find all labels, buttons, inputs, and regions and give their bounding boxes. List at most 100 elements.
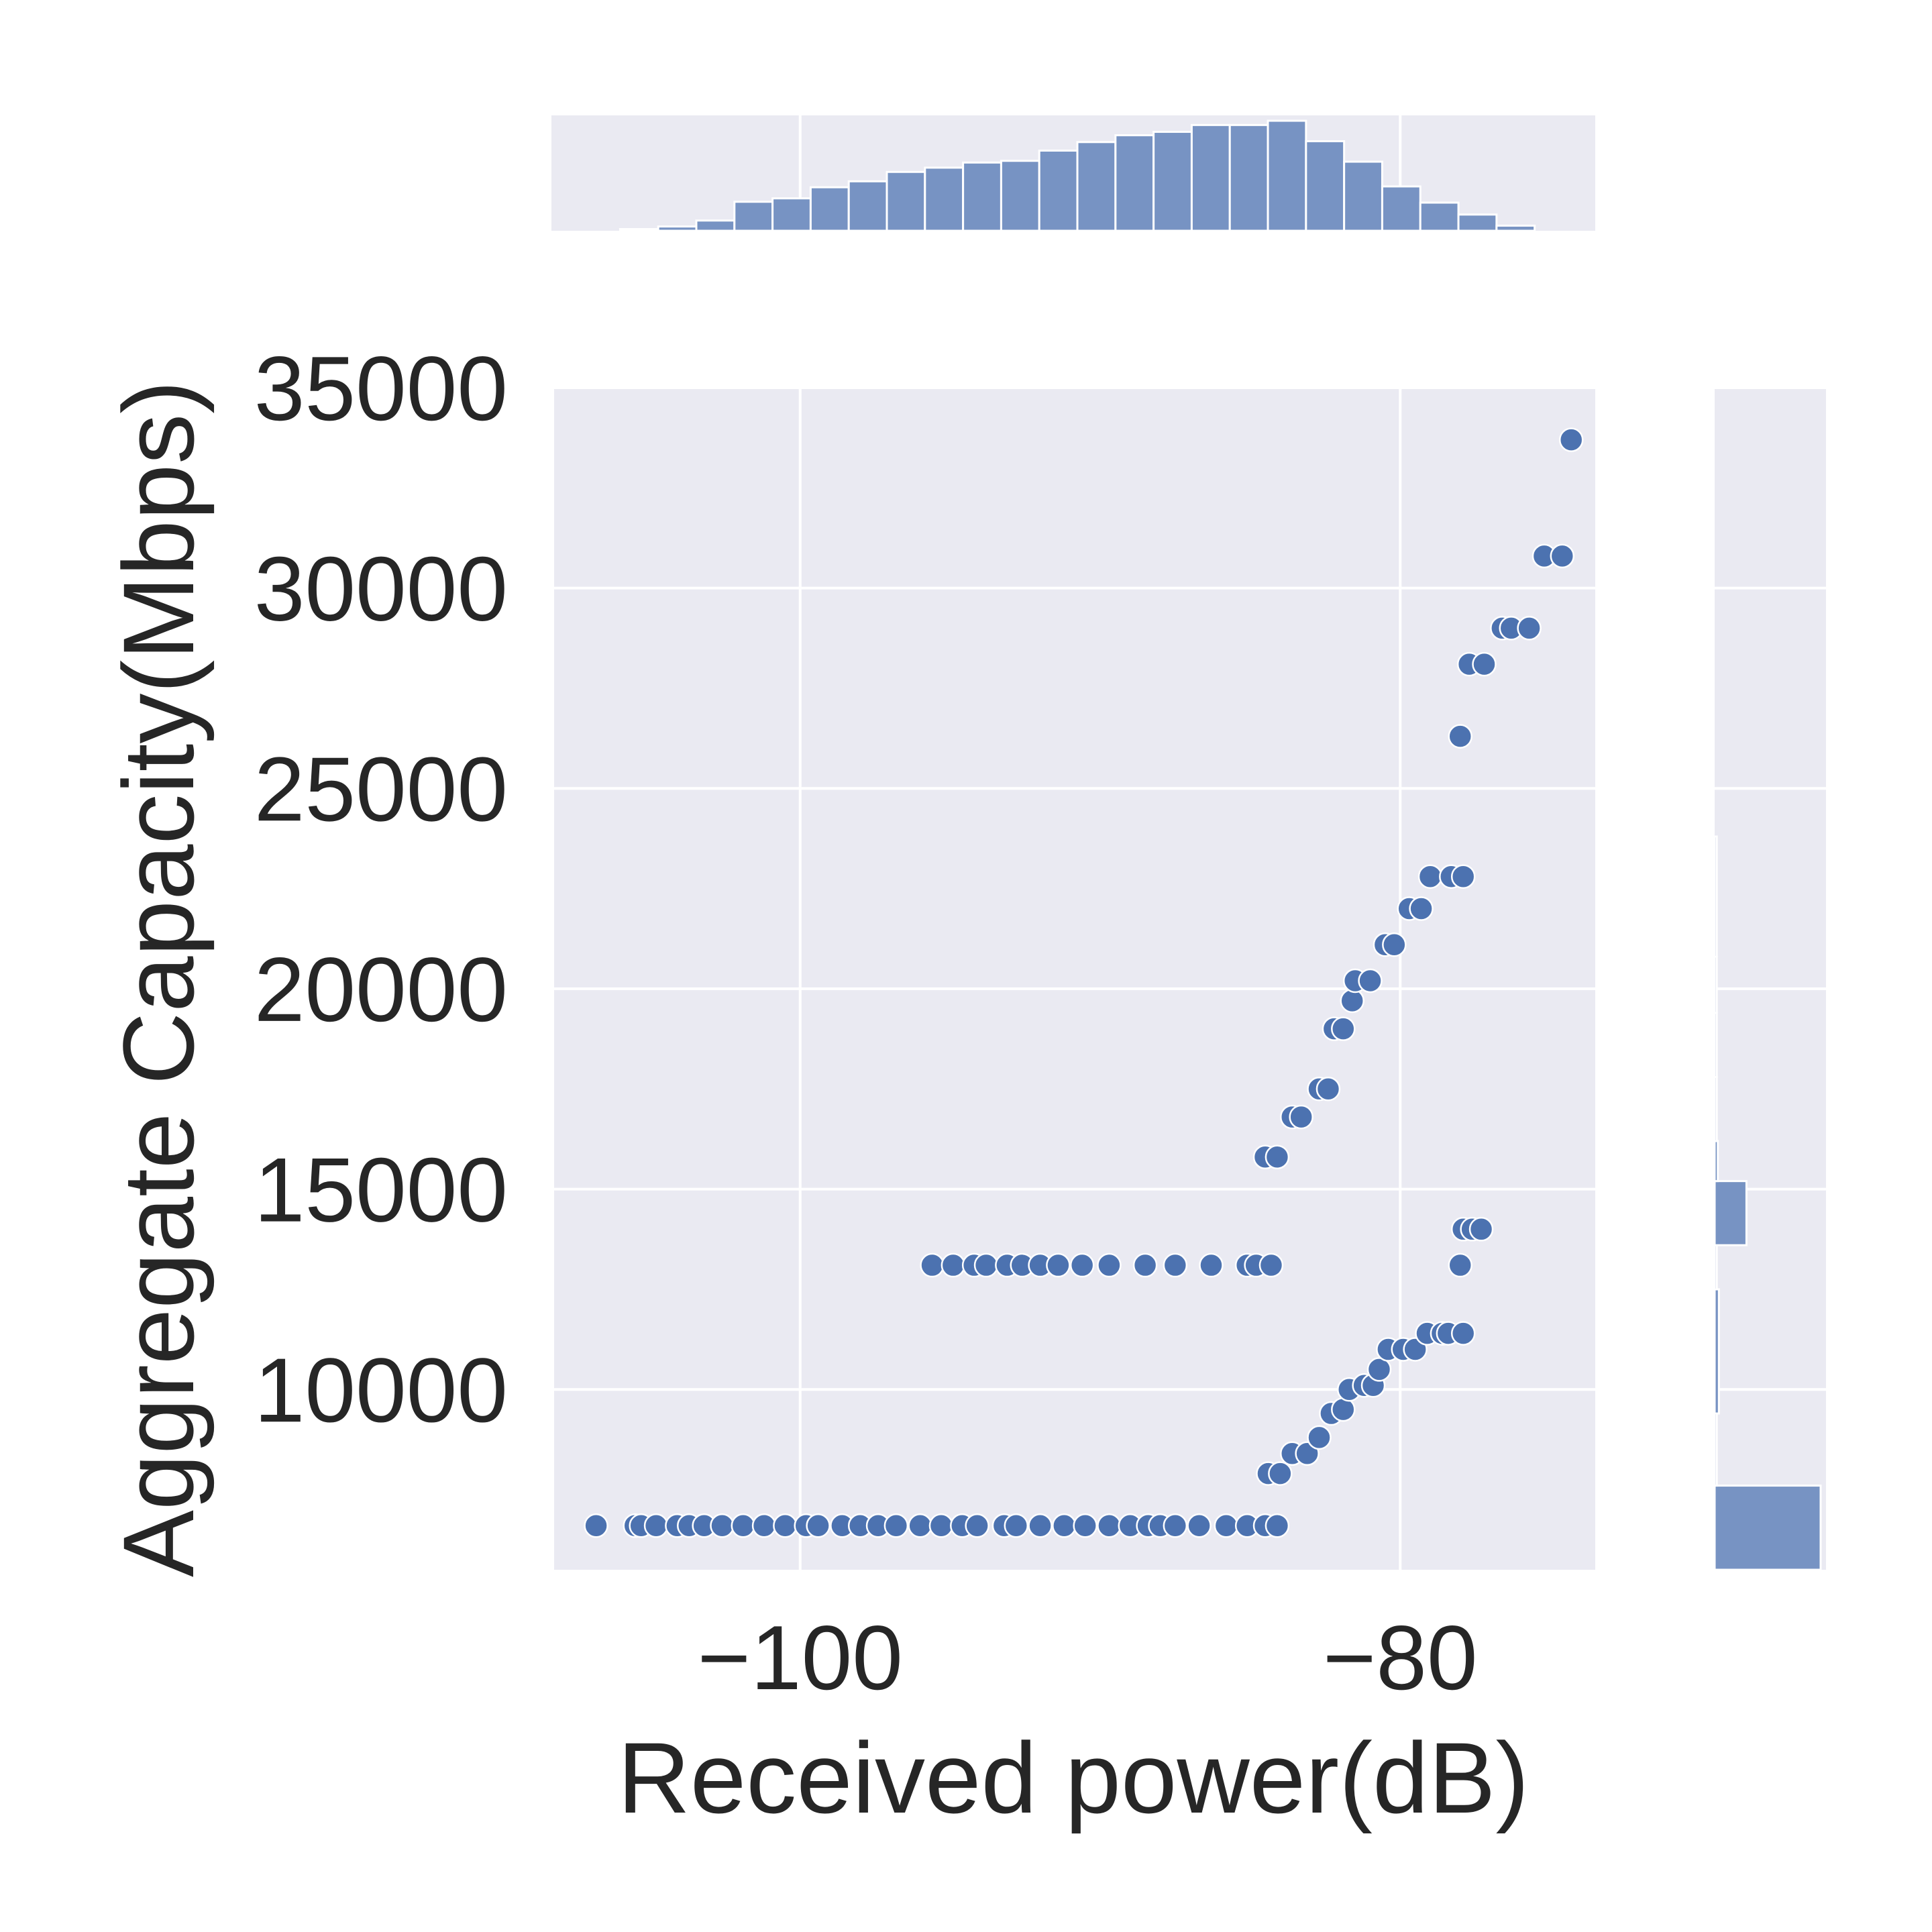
right-histogram-bar bbox=[1713, 1075, 1718, 1142]
scatter-point bbox=[1268, 1461, 1293, 1486]
top-histogram-bar bbox=[1190, 123, 1231, 232]
top-histogram-bar bbox=[1495, 224, 1536, 232]
scatter-point bbox=[1331, 1016, 1356, 1041]
scatter-point bbox=[920, 1252, 945, 1278]
y-tick-label: 20000 bbox=[254, 938, 508, 1040]
right-histogram-bar bbox=[1713, 1180, 1748, 1246]
scatter-point bbox=[1163, 1252, 1188, 1278]
scatter-point bbox=[1097, 1252, 1122, 1278]
top-histogram-bar bbox=[1305, 140, 1346, 232]
right-marginal-histogram bbox=[1713, 386, 1826, 1571]
scatter-point bbox=[1316, 1077, 1341, 1102]
top-histogram-bar bbox=[771, 197, 812, 232]
top-histogram-bar bbox=[885, 170, 926, 232]
scatter-point bbox=[973, 1252, 999, 1278]
right-histogram-bar bbox=[1713, 835, 1718, 958]
scatter-point bbox=[1265, 1144, 1290, 1170]
scatter-point bbox=[1468, 1217, 1494, 1242]
top-histogram-bar bbox=[619, 227, 659, 232]
top-histogram-bar bbox=[733, 201, 774, 232]
scatter-point bbox=[1450, 864, 1476, 889]
x-tick-labels: −100 −80 bbox=[698, 1607, 1478, 1709]
scatter-gridlines bbox=[554, 386, 1595, 1570]
scatter-point bbox=[883, 1513, 909, 1538]
scatter-point bbox=[1417, 864, 1443, 889]
scatter-point bbox=[1550, 543, 1575, 569]
scatter-point bbox=[965, 1513, 989, 1538]
x-tick-label: −80 bbox=[1323, 1607, 1478, 1709]
scatter-point bbox=[1265, 1513, 1290, 1538]
scatter-point bbox=[1289, 1104, 1313, 1130]
right-histogram-bar bbox=[1713, 1412, 1718, 1487]
scatter-point bbox=[1214, 1513, 1239, 1538]
top-marginal-bars bbox=[619, 119, 1536, 232]
top-histogram-bar bbox=[695, 219, 736, 232]
top-histogram-bar bbox=[1114, 134, 1155, 232]
scatter-point bbox=[710, 1513, 735, 1538]
top-marginal-histogram bbox=[551, 115, 1595, 232]
right-histogram-bar bbox=[1713, 1485, 1822, 1571]
y-tick-label: 10000 bbox=[254, 1339, 508, 1441]
scatter-point bbox=[928, 1513, 954, 1538]
scatter-point bbox=[1366, 1357, 1392, 1382]
scatter-point bbox=[1517, 616, 1542, 641]
right-histogram-bar bbox=[1713, 1012, 1718, 1078]
top-histogram-bar bbox=[1228, 123, 1269, 232]
scatter-point bbox=[1409, 896, 1434, 921]
scatter-point bbox=[1132, 1252, 1158, 1278]
right-histogram-bar bbox=[1713, 1140, 1719, 1183]
right-marginal-bars bbox=[1713, 835, 1822, 1571]
scatter-point bbox=[1163, 1513, 1188, 1538]
right-histogram-bar bbox=[1713, 1288, 1720, 1415]
x-tick-label: −100 bbox=[698, 1607, 903, 1709]
scatter-point bbox=[751, 1513, 777, 1538]
scatter-point bbox=[806, 1513, 830, 1538]
x-axis-label: Received power(dB) bbox=[618, 1721, 1529, 1834]
right-histogram-bar bbox=[1713, 955, 1718, 1014]
scatter-point bbox=[1199, 1252, 1224, 1278]
top-histogram-bar bbox=[809, 186, 850, 232]
scatter-point bbox=[1004, 1513, 1029, 1538]
top-histogram-bar bbox=[847, 180, 888, 232]
scatter-point bbox=[1358, 968, 1383, 994]
scatter-plot-background bbox=[554, 388, 1595, 1570]
right-histogram-bar bbox=[1713, 1244, 1718, 1291]
scatter-point bbox=[1028, 1513, 1053, 1538]
scatter-point bbox=[731, 1513, 756, 1538]
top-histogram-bar bbox=[1419, 201, 1460, 232]
scatter-point bbox=[1448, 724, 1472, 749]
scatter-point bbox=[1046, 1252, 1071, 1278]
scatter-point bbox=[1382, 932, 1407, 957]
top-histogram-bar bbox=[657, 225, 698, 232]
top-histogram-bar bbox=[1267, 119, 1307, 232]
top-histogram-bar bbox=[924, 166, 965, 232]
right-marginal-background bbox=[1715, 388, 1826, 1570]
y-tick-labels: 10000 15000 20000 25000 30000 35000 bbox=[254, 337, 508, 1441]
top-histogram-bar bbox=[1343, 160, 1383, 232]
y-tick-label: 15000 bbox=[254, 1139, 508, 1241]
y-axis-label: Aggregate Capacity(Mbps) bbox=[102, 380, 215, 1577]
scatter-point bbox=[908, 1513, 932, 1538]
scatter-point bbox=[1448, 1252, 1472, 1278]
scatter-point bbox=[1073, 1513, 1097, 1538]
scatter-point bbox=[1307, 1425, 1332, 1450]
scatter-point bbox=[643, 1513, 669, 1538]
scatter-point bbox=[1052, 1513, 1077, 1538]
scatter-points bbox=[584, 427, 1584, 1538]
scatter-point bbox=[1558, 427, 1584, 452]
top-histogram-bar bbox=[962, 161, 1002, 232]
top-histogram-bar bbox=[1000, 160, 1040, 232]
top-histogram-bar bbox=[1152, 131, 1193, 232]
scatter-point bbox=[1450, 1321, 1476, 1346]
top-histogram-bar bbox=[1038, 149, 1079, 232]
top-histogram-bar bbox=[1457, 213, 1498, 232]
y-tick-label: 35000 bbox=[254, 337, 508, 439]
y-tick-label: 25000 bbox=[254, 738, 508, 840]
scatter-point bbox=[1097, 1513, 1122, 1538]
scatter-point bbox=[1069, 1252, 1095, 1278]
top-histogram-bar bbox=[1381, 185, 1421, 232]
scatter-point bbox=[1340, 988, 1364, 1014]
y-tick-label: 30000 bbox=[254, 538, 508, 640]
scatter-point bbox=[1258, 1252, 1284, 1278]
